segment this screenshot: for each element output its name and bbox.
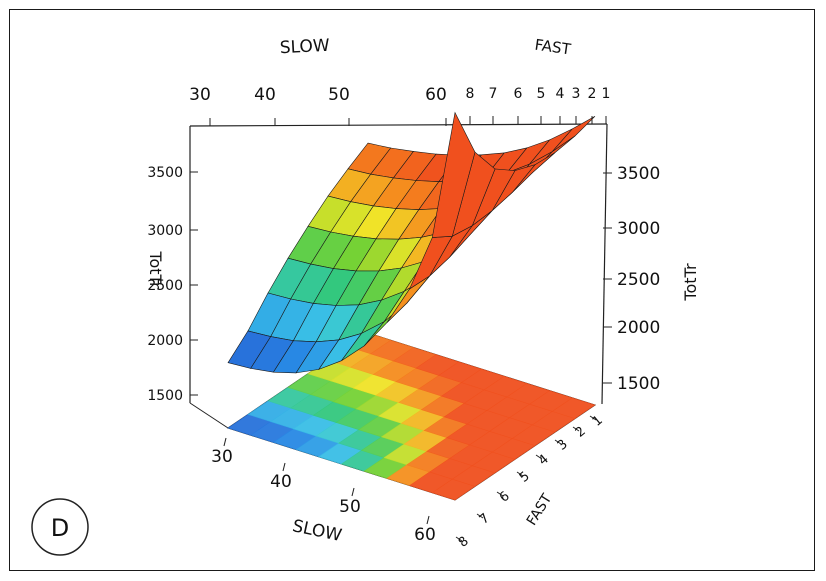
surface-cell bbox=[431, 111, 476, 238]
bottom-fast-tick-label: 3 bbox=[555, 437, 571, 454]
panel-marker-circle bbox=[31, 498, 89, 556]
top-fast-tick-label: 7 bbox=[489, 86, 498, 102]
top-fast-tick-label: 4 bbox=[556, 86, 565, 102]
surface-cell bbox=[552, 116, 596, 152]
bottom-fast-tick bbox=[496, 491, 504, 497]
bottom-slow-tick bbox=[426, 515, 430, 525]
bottom-fast-tick bbox=[572, 426, 580, 432]
right-tottr-tick-label: 1500 bbox=[617, 374, 660, 394]
top-fast-tick-label: 2 bbox=[588, 86, 597, 102]
panel-marker-text: D bbox=[51, 514, 69, 542]
right-tottr-tick-label: 3500 bbox=[617, 164, 660, 184]
left-tottr-axis-label: TotTr bbox=[146, 250, 165, 289]
right-tottr-axis-label: TotTr bbox=[681, 263, 700, 302]
right-tottr-tick-label: 2000 bbox=[617, 318, 660, 338]
bottom-fast-tick bbox=[476, 513, 484, 519]
left-tottr-tick-label: 3000 bbox=[147, 223, 183, 239]
bottom-slow-tick-label: 30 bbox=[211, 447, 233, 467]
bottom-fast-tick-label: 6 bbox=[497, 489, 513, 506]
top-slow-tick-label: 30 bbox=[189, 85, 211, 105]
floor-cell bbox=[551, 397, 596, 419]
bottom-fast-tick bbox=[535, 454, 543, 460]
box-right-edge bbox=[601, 123, 608, 405]
top-fast-axis-label: FAST bbox=[534, 36, 573, 59]
bottom-fast-tick-label: 5 bbox=[517, 469, 533, 486]
bottom-slow-tick bbox=[223, 437, 227, 447]
bottom-fast-tick-label: 7 bbox=[477, 511, 493, 528]
bottom-fast-axis-label: FAST bbox=[524, 491, 556, 529]
bottom-fast-tick bbox=[554, 439, 562, 445]
floor-left-connector bbox=[189, 402, 229, 429]
bottom-slow-tick-label: 60 bbox=[414, 525, 436, 545]
bottom-fast-tick bbox=[455, 536, 463, 542]
top-slow-tick-label: 50 bbox=[328, 85, 350, 105]
bottom-fast-tick bbox=[589, 415, 597, 421]
bottom-slow-tick bbox=[351, 487, 355, 497]
top-fast-tick-label: 1 bbox=[602, 86, 611, 102]
bottom-fast-tick-label: 2 bbox=[573, 424, 589, 441]
top-slow-tick-label: 40 bbox=[254, 85, 276, 105]
bottom-fast-tick-label: 1 bbox=[590, 413, 606, 430]
left-tottr-tick-label: 1500 bbox=[147, 388, 183, 404]
top-fast-tick-label: 5 bbox=[537, 86, 546, 102]
top-fast-tick-label: 8 bbox=[466, 86, 475, 102]
floor-contour bbox=[227, 332, 596, 501]
right-tottr-tick-label: 2500 bbox=[617, 270, 660, 290]
left-tottr-tick-label: 2500 bbox=[147, 278, 183, 294]
bottom-slow-tick bbox=[282, 462, 286, 472]
bottom-fast-tick-label: 8 bbox=[456, 534, 472, 551]
top-slow-tick-label: 60 bbox=[425, 85, 447, 105]
top-fast-tick-label: 3 bbox=[572, 86, 581, 102]
bottom-fast-tick-label: 4 bbox=[536, 452, 552, 469]
bottom-fast-tick bbox=[516, 471, 524, 477]
bottom-slow-tick-label: 40 bbox=[270, 472, 292, 492]
box-top-edge bbox=[189, 123, 608, 127]
surface-mesh bbox=[227, 111, 596, 374]
left-tottr-tick-label: 2000 bbox=[147, 333, 183, 349]
right-tottr-tick-label: 3000 bbox=[617, 219, 660, 239]
left-tottr-tick-label: 3500 bbox=[147, 165, 183, 181]
bottom-slow-axis-label: SLOW bbox=[291, 516, 344, 546]
panel-marker: D bbox=[31, 498, 89, 556]
top-slow-axis-label: SLOW bbox=[279, 36, 330, 59]
bottom-slow-tick-label: 50 bbox=[339, 497, 361, 517]
top-fast-tick-label: 6 bbox=[514, 86, 523, 102]
